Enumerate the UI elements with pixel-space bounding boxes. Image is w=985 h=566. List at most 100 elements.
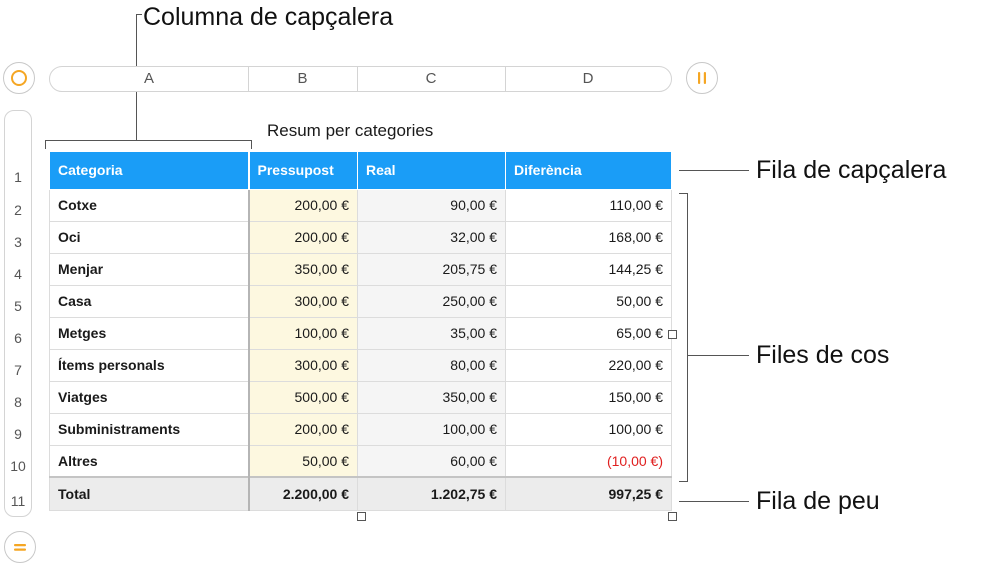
difference-cell[interactable]: 65,00 €: [505, 316, 672, 350]
table-row[interactable]: Metges 100,00 € 35,00 € 65,00 €: [49, 316, 672, 350]
actual-cell[interactable]: 205,75 €: [357, 252, 506, 286]
column-letter-d[interactable]: D: [582, 70, 594, 87]
pause-columns-icon: [698, 72, 706, 84]
category-cell[interactable]: Casa: [49, 284, 250, 318]
table-row[interactable]: Subministraments 200,00 € 100,00 € 100,0…: [49, 412, 672, 446]
actual-cell[interactable]: 100,00 €: [357, 412, 506, 446]
row-number[interactable]: 3: [14, 234, 22, 250]
actual-cell[interactable]: 35,00 €: [357, 316, 506, 350]
difference-cell[interactable]: 168,00 €: [505, 220, 672, 254]
row-number[interactable]: 10: [10, 458, 26, 474]
budget-cell[interactable]: 300,00 €: [248, 348, 358, 382]
callout-line-footer-row: [679, 501, 749, 502]
header-column-bracket-left: [45, 140, 46, 149]
footer-budget-total[interactable]: 2.200,00 €: [248, 476, 358, 511]
footer-actual-total[interactable]: 1.202,75 €: [357, 476, 506, 511]
column-letter-b[interactable]: B: [297, 70, 308, 87]
header-cell[interactable]: Real: [357, 152, 506, 190]
column-header-bar[interactable]: A B C D: [49, 66, 672, 92]
header-row[interactable]: Categoria Pressupost Real Diferència: [49, 152, 672, 190]
callout-body-rows: Files de cos: [756, 341, 890, 369]
row-header-bar[interactable]: 1 2 3 4 5 6 7 8 9 10 11: [4, 110, 32, 517]
column-separator: [357, 67, 358, 91]
row-number[interactable]: 4: [14, 266, 22, 282]
actual-cell[interactable]: 60,00 €: [357, 444, 506, 478]
category-cell[interactable]: Subministraments: [49, 412, 250, 446]
actual-cell[interactable]: 80,00 €: [357, 348, 506, 382]
difference-cell[interactable]: 50,00 €: [505, 284, 672, 318]
body-rows-bracket-vertical: [687, 193, 688, 482]
difference-cell[interactable]: 220,00 €: [505, 348, 672, 382]
difference-cell[interactable]: 100,00 €: [505, 412, 672, 446]
resize-handle-right[interactable]: [668, 330, 677, 339]
budget-cell[interactable]: 200,00 €: [248, 220, 358, 254]
category-cell[interactable]: Altres: [49, 444, 250, 478]
row-number[interactable]: 9: [14, 426, 22, 442]
difference-cell[interactable]: 150,00 €: [505, 380, 672, 414]
budget-cell[interactable]: 100,00 €: [248, 316, 358, 350]
budget-cell[interactable]: 50,00 €: [248, 444, 358, 478]
body-rows-bracket-bottom: [679, 481, 687, 482]
callout-line-header-column-horizontal: [136, 14, 142, 15]
select-table-button[interactable]: [3, 62, 35, 94]
difference-cell[interactable]: 144,25 €: [505, 252, 672, 286]
footer-label-cell[interactable]: Total: [49, 476, 250, 511]
actual-cell[interactable]: 90,00 €: [357, 188, 506, 222]
row-number[interactable]: 1: [14, 169, 22, 185]
budget-cell[interactable]: 500,00 €: [248, 380, 358, 414]
row-number[interactable]: 5: [14, 298, 22, 314]
category-cell[interactable]: Metges: [49, 316, 250, 350]
budget-cell[interactable]: 200,00 €: [248, 188, 358, 222]
add-row-button[interactable]: [4, 531, 36, 563]
row-number[interactable]: 6: [14, 330, 22, 346]
budget-cell[interactable]: 300,00 €: [248, 284, 358, 318]
callout-line-header-row: [679, 170, 749, 171]
row-number[interactable]: 2: [14, 202, 22, 218]
circle-select-icon: [11, 70, 27, 86]
difference-cell[interactable]: 110,00 €: [505, 188, 672, 222]
footer-row[interactable]: Total 2.200,00 € 1.202,75 € 997,25 €: [49, 476, 672, 511]
equals-icon: [14, 544, 26, 551]
category-cell[interactable]: Cotxe: [49, 188, 250, 222]
header-cell[interactable]: Pressupost: [248, 152, 358, 190]
body-rows-bracket-top: [679, 193, 687, 194]
table-title[interactable]: Resum per categories: [267, 121, 434, 140]
row-number[interactable]: 11: [10, 493, 26, 509]
callout-line-body-rows: [687, 355, 749, 356]
budget-cell[interactable]: 350,00 €: [248, 252, 358, 286]
actual-cell[interactable]: 32,00 €: [357, 220, 506, 254]
category-cell[interactable]: Menjar: [49, 252, 250, 286]
table-row[interactable]: Cotxe 200,00 € 90,00 € 110,00 €: [49, 188, 672, 222]
table-row[interactable]: Casa 300,00 € 250,00 € 50,00 €: [49, 284, 672, 318]
resize-handle-corner[interactable]: [668, 512, 677, 521]
table-row[interactable]: Oci 200,00 € 32,00 € 168,00 €: [49, 220, 672, 254]
callout-header-row: Fila de capçalera: [756, 156, 947, 184]
column-letter-a[interactable]: A: [143, 70, 154, 87]
column-separator: [505, 67, 506, 91]
row-number[interactable]: 7: [14, 362, 22, 378]
difference-cell-negative[interactable]: (10,00 €): [505, 444, 672, 478]
resize-handle-bottom[interactable]: [357, 512, 366, 521]
table-row[interactable]: Altres 50,00 € 60,00 € (10,00 €): [49, 444, 672, 478]
column-letter-c[interactable]: C: [425, 70, 437, 87]
table-row[interactable]: Viatges 500,00 € 350,00 € 150,00 €: [49, 380, 672, 414]
header-column-bracket: [45, 140, 252, 141]
actual-cell[interactable]: 350,00 €: [357, 380, 506, 414]
add-column-button[interactable]: [686, 62, 718, 94]
row-number[interactable]: 8: [14, 394, 22, 410]
data-table[interactable]: Categoria Pressupost Real Diferència Cot…: [49, 152, 672, 511]
footer-difference-total[interactable]: 997,25 €: [505, 476, 672, 511]
category-cell[interactable]: Viatges: [49, 380, 250, 414]
category-cell[interactable]: Oci: [49, 220, 250, 254]
table-row[interactable]: Menjar 350,00 € 205,75 € 144,25 €: [49, 252, 672, 286]
budget-cell[interactable]: 200,00 €: [248, 412, 358, 446]
callout-footer-row: Fila de peu: [756, 487, 880, 515]
category-cell[interactable]: Ítems personals: [49, 348, 250, 382]
header-cell[interactable]: Categoria: [49, 152, 250, 190]
callout-header-column: Columna de capçalera: [143, 3, 394, 31]
header-column-bracket-right: [251, 140, 252, 149]
column-separator: [248, 67, 249, 91]
table-row[interactable]: Ítems personals 300,00 € 80,00 € 220,00 …: [49, 348, 672, 382]
header-cell[interactable]: Diferència: [505, 152, 672, 190]
actual-cell[interactable]: 250,00 €: [357, 284, 506, 318]
